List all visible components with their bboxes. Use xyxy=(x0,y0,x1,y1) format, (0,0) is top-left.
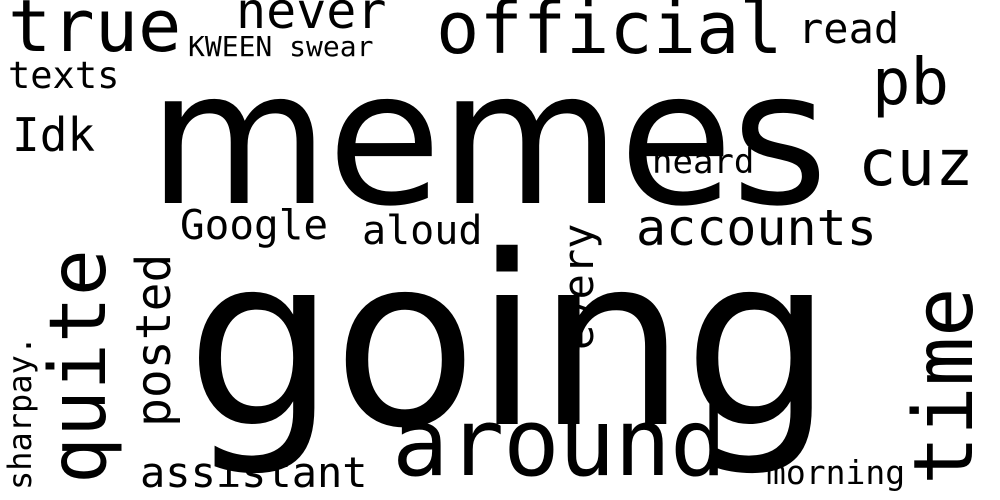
word-quite: quite xyxy=(34,249,124,484)
word-memes: memes xyxy=(148,30,828,247)
word-sharpay: sharpay. xyxy=(1,335,39,490)
word-read: read xyxy=(798,4,900,53)
word-pb: pb xyxy=(872,46,950,120)
word-cuz: cuz xyxy=(858,127,974,201)
word-morning: morning xyxy=(766,453,906,492)
word-google: Google xyxy=(180,201,329,249)
word-assistant: assistant xyxy=(140,448,368,497)
word-every: every xyxy=(554,223,603,350)
word-time: time xyxy=(897,287,992,485)
word-going: going xyxy=(186,205,833,480)
word-idk: Idk xyxy=(12,108,96,162)
word-texts: texts xyxy=(8,54,120,97)
word-never: never xyxy=(236,0,387,40)
word-kween-swear: KWEEN swear xyxy=(188,30,374,63)
word-aloud: aloud xyxy=(362,208,483,254)
word-posted: posted xyxy=(126,253,182,427)
word-heard: heard xyxy=(652,142,755,182)
word-official: official xyxy=(436,0,783,70)
word-accounts: accounts xyxy=(636,199,877,257)
word-true: true xyxy=(8,0,182,68)
word-around: around xyxy=(392,389,727,498)
